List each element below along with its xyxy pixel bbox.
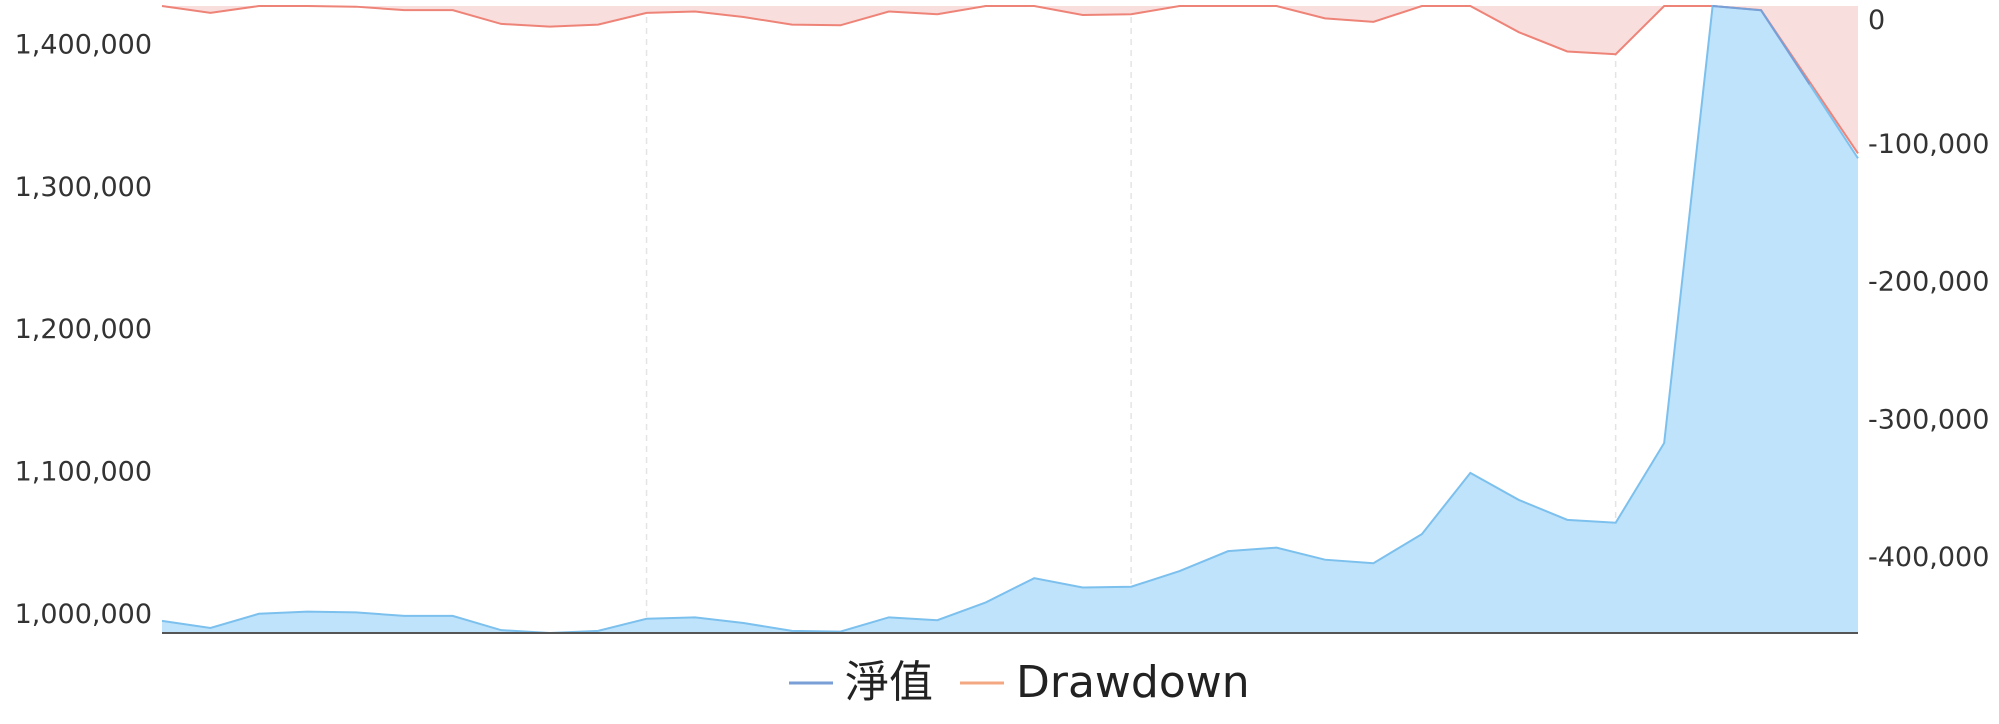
left-tick-label: 1,200,000: [15, 314, 152, 345]
right-tick-label: -400,000: [1868, 542, 1989, 573]
right-tick-label: -300,000: [1868, 404, 1989, 435]
left-tick-label: 1,100,000: [15, 456, 152, 487]
right-tick-label: -200,000: [1868, 267, 1989, 298]
right-tick-label: 0: [1868, 5, 1885, 36]
equity-peak-segment: [1712, 5, 1811, 85]
left-tick-label: 1,000,000: [15, 599, 152, 630]
right-tick-label: -100,000: [1868, 129, 1989, 160]
drawdown-area-group: [161, 5, 1859, 155]
left-tick-label: 1,300,000: [15, 172, 152, 203]
drawdown-line: [161, 5, 1859, 155]
equity-area-group: [161, 4, 1859, 635]
equity-area: [162, 6, 1858, 633]
legend-label-equity[interactable]: 淨值: [845, 657, 933, 708]
legend[interactable]: 淨值 Drawdown: [789, 657, 1250, 708]
left-axis-ticks: 1,000,000 1,100,000 1,200,000 1,300,000 1,40…: [15, 29, 152, 629]
drawdown-area: [162, 6, 1858, 154]
left-tick-label: 1,400,000: [15, 29, 152, 60]
right-axis-ticks: 0 -100,000 -200,000 -300,000 -400,000: [1868, 5, 1989, 573]
equity-line: [161, 4, 1859, 635]
legend-label-drawdown[interactable]: Drawdown: [1016, 657, 1250, 708]
